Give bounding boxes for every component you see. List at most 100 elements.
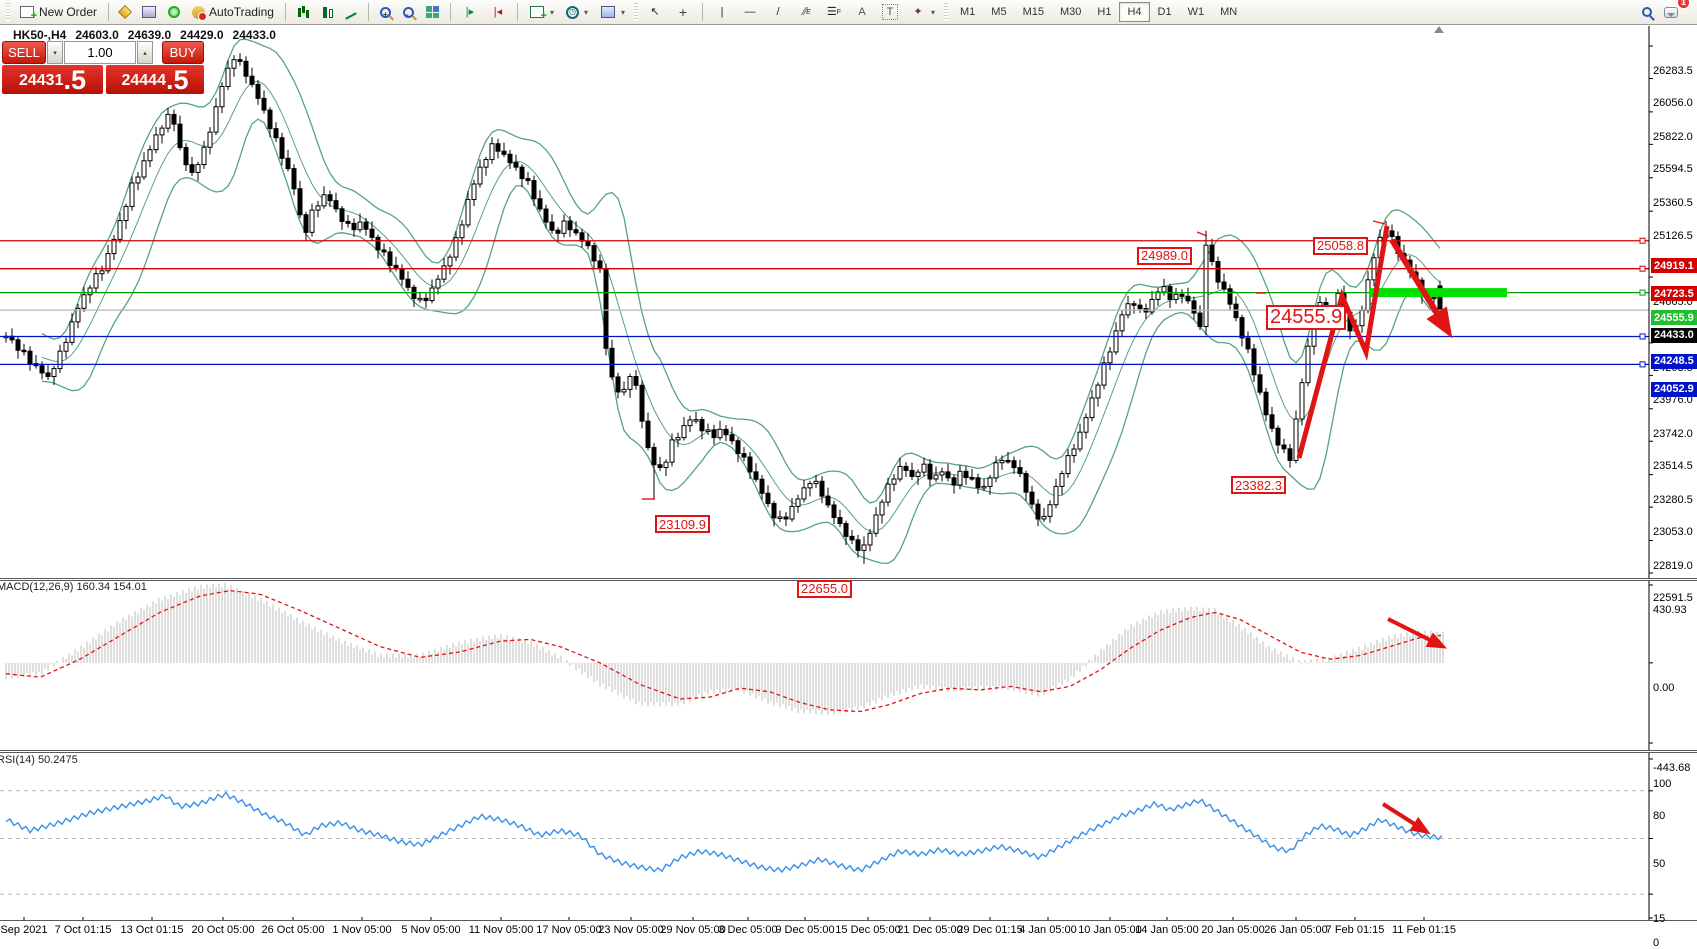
channel-tool[interactable]: ⫽ E	[793, 2, 819, 23]
fibonacci-tool[interactable]: ☰ F	[821, 2, 847, 23]
annotation-price-label-23382.3[interactable]: 23382.3	[1231, 476, 1286, 495]
signals-button[interactable]	[163, 2, 185, 23]
chart-candles-button[interactable]	[316, 2, 338, 23]
timeframe-button-d1[interactable]: D1	[1157, 6, 1172, 18]
level-line-handle[interactable]	[1639, 361, 1646, 368]
bear-candle	[909, 469, 915, 477]
price-pane[interactable]	[3, 38, 1443, 564]
bull-candle	[147, 149, 153, 162]
chart-shift-button[interactable]: |◂	[485, 2, 511, 23]
sell-price-display[interactable]: 24431.5	[2, 65, 103, 94]
bear-candle	[543, 208, 549, 223]
timeframe-button-h4[interactable]: H4	[1119, 2, 1150, 22]
bull-candle	[1161, 286, 1167, 293]
price-tick: 26056.0	[1653, 97, 1693, 110]
templates-button[interactable]: ▾	[595, 2, 630, 23]
annotation-leader-line	[1196, 231, 1208, 237]
tile-windows-icon	[425, 6, 439, 18]
buy-button[interactable]: BUY	[162, 41, 204, 64]
level-line-handle[interactable]	[1639, 265, 1646, 272]
volume-increase-button[interactable]: ▴	[137, 41, 153, 64]
annotation-price-label-22655.0[interactable]: 22655.0	[797, 579, 852, 598]
bull-candle	[885, 483, 891, 503]
sell-price-frac: .5	[63, 65, 87, 95]
price-badge-24433.0: 24433.0	[1651, 327, 1697, 343]
horizontal-line-tool[interactable]: —	[737, 2, 763, 23]
level-line-handle[interactable]	[1639, 333, 1646, 340]
annotation-price-label-23109.9[interactable]: 23109.9	[655, 515, 710, 533]
zoom-out-button[interactable]: -	[398, 2, 419, 23]
pane-divider-rsi[interactable]	[0, 750, 1697, 753]
annotation-price-label-24555.9[interactable]: 24555.9	[1266, 305, 1347, 331]
bull-candle	[1083, 417, 1089, 433]
tile-windows-button[interactable]	[421, 2, 444, 23]
timeframe-button-m30[interactable]: M30	[1059, 6, 1082, 18]
rsi-arrow[interactable]	[1381, 802, 1431, 835]
crosshair-tool[interactable]: +	[670, 2, 696, 23]
date-label: 20 Jan 05:00	[1201, 924, 1265, 936]
bear-candle	[567, 220, 573, 231]
bear-candle	[267, 109, 273, 130]
date-label: 5 Nov 05:00	[401, 924, 461, 936]
sell-button[interactable]: SELL	[2, 41, 46, 64]
timeframe-button-w1[interactable]: W1	[1187, 6, 1205, 18]
chart-shift-marker[interactable]	[1434, 26, 1444, 33]
zoom-in-button[interactable]: +	[375, 2, 396, 23]
chart-line-button[interactable]	[340, 2, 362, 23]
bull-candle	[165, 113, 171, 129]
level-line-handle[interactable]	[1639, 237, 1646, 244]
annotation-price-label-24989.0[interactable]: 24989.0	[1137, 246, 1192, 265]
arrows-tool[interactable]: ✦ ▾	[905, 2, 940, 23]
trend-zigzag-arrow[interactable]	[1296, 225, 1390, 459]
level-line-handle[interactable]	[1639, 289, 1646, 296]
bull-candle	[195, 164, 201, 173]
timeframe-button-m15[interactable]: M15	[1022, 6, 1044, 18]
rsi-pane[interactable]	[0, 790, 1649, 895]
new-order-button[interactable]: New Order	[14, 2, 102, 23]
price-tick: 23280.5	[1653, 493, 1693, 506]
text-label-tool[interactable]: T	[877, 2, 903, 23]
search-button[interactable]	[1637, 2, 1657, 23]
macd-arrow[interactable]	[1387, 617, 1448, 649]
terminal-button[interactable]	[137, 2, 161, 23]
toolbar-grip[interactable]	[6, 3, 10, 21]
volume-decrease-button[interactable]: ▾	[47, 41, 63, 64]
bear-candle	[285, 157, 291, 170]
bull-candle	[219, 85, 225, 108]
metaeditor-button[interactable]	[115, 2, 135, 23]
toolbar-grip[interactable]	[634, 3, 638, 21]
periods-button[interactable]: ◷ ▾	[561, 2, 593, 23]
autotrading-button[interactable]: AutoTrading	[187, 2, 279, 23]
bear-candle	[303, 214, 309, 233]
bull-candle	[957, 470, 963, 486]
bear-candle	[1227, 288, 1233, 305]
auto-scroll-button[interactable]: |▸	[457, 2, 483, 23]
timeframe-button-h1[interactable]: H1	[1097, 6, 1112, 18]
green-zone-highlight[interactable]	[1369, 288, 1507, 298]
trendline-tool[interactable]: /	[765, 2, 791, 23]
vertical-line-tool[interactable]: |	[709, 2, 735, 23]
annotation-price-label-25058.8[interactable]: 25058.8	[1313, 236, 1368, 255]
timeframe-button-m5[interactable]: M5	[991, 6, 1007, 18]
indicators-button[interactable]: ▾	[524, 2, 559, 23]
buy-price-display[interactable]: 24444.5	[106, 65, 204, 94]
toolbar-grip[interactable]	[944, 3, 949, 21]
notifications-button[interactable]: 1	[1659, 0, 1690, 23]
bull-candle	[1293, 418, 1299, 461]
macd-pane[interactable]	[5, 583, 1444, 716]
bull-candle	[459, 224, 465, 239]
cursor-tool[interactable]: ↖	[642, 2, 668, 23]
chart-bars-button[interactable]	[292, 2, 314, 23]
projection-arrow[interactable]	[1389, 238, 1453, 339]
date-label: 11 Feb 01:15	[1391, 924, 1457, 936]
volume-input[interactable]: 1.00	[64, 41, 136, 64]
macd-tick: 430.93	[1653, 604, 1687, 616]
timeframe-button-mn[interactable]: MN	[1220, 6, 1238, 18]
bull-candle	[999, 459, 1005, 464]
chart-window[interactable]: HK50-,H4 24603.0 24639.0 24429.0 24433.0 SE…	[0, 25, 1697, 949]
bear-candle	[15, 339, 21, 351]
chart-canvas[interactable]	[0, 25, 1697, 942]
timeframe-button-m1[interactable]: M1	[960, 6, 976, 18]
bull-candle	[57, 350, 63, 370]
text-tool[interactable]: A	[849, 2, 875, 23]
